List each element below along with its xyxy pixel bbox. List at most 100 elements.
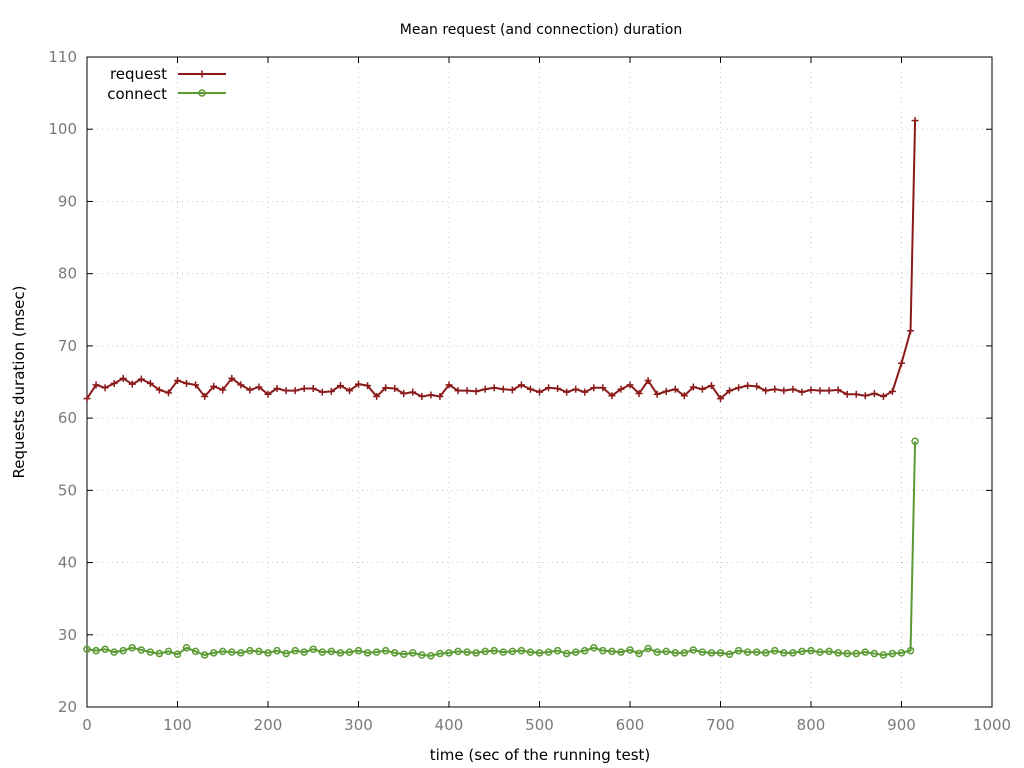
data-point-request [898, 359, 905, 367]
x-tick-label: 1000 [973, 716, 1011, 734]
data-point-connect [635, 649, 643, 658]
legend-label-connect: connect [107, 85, 167, 103]
data-point-connect [273, 646, 281, 655]
data-point-request [137, 375, 145, 383]
y-tick-label: 40 [58, 554, 77, 572]
data-point-request [318, 388, 326, 396]
data-point-request [626, 381, 634, 389]
data-point-connect [182, 644, 191, 652]
data-point-connect [526, 648, 535, 656]
data-point-request [617, 385, 625, 393]
data-point-request [228, 374, 236, 382]
series-line-request [86, 120, 917, 400]
data-point-request [599, 384, 607, 392]
data-point-request [273, 385, 281, 392]
data-point-request [101, 384, 109, 392]
data-point-request [780, 387, 788, 395]
data-point-request [174, 377, 181, 385]
data-point-connect [653, 648, 661, 656]
data-point-request [237, 381, 245, 389]
data-point-request [870, 390, 878, 398]
x-tick-label: 200 [254, 716, 283, 734]
y-tick-label: 50 [58, 481, 77, 499]
data-point-request [119, 374, 127, 382]
data-point-request [201, 392, 209, 400]
data-point-request [255, 383, 263, 391]
data-point-connect [200, 651, 209, 659]
legend-markers [198, 70, 206, 97]
y-tick-label: 60 [58, 409, 77, 427]
data-point-connect [571, 648, 580, 656]
data-point-connect [499, 648, 508, 656]
data-point-connect [246, 646, 254, 655]
data-point-request [155, 386, 163, 394]
data-point-connect [390, 649, 399, 657]
data-point-request [499, 385, 507, 393]
y-tick-label: 90 [58, 192, 77, 210]
data-point-request [644, 377, 652, 385]
x-tick-label: 900 [887, 716, 916, 734]
data-point-request [789, 385, 797, 393]
grid [87, 57, 992, 707]
y-tick-label: 110 [48, 48, 77, 66]
data-point-connect [689, 646, 698, 654]
y-tick-label: 80 [58, 265, 77, 283]
data-point-connect [608, 647, 616, 656]
data-point-request [911, 117, 919, 125]
data-point-request [291, 387, 299, 395]
data-point-connect [897, 649, 906, 657]
data-point-request [517, 381, 525, 389]
data-point-connect [354, 646, 363, 655]
data-point-connect [870, 649, 879, 658]
data-point-connect [852, 649, 860, 658]
data-point-connect [626, 646, 634, 654]
data-point-request [110, 379, 118, 387]
data-point-connect [807, 646, 815, 655]
series-line-connect [86, 441, 917, 657]
y-tick-label: 20 [58, 698, 77, 716]
data-point-request [454, 387, 462, 395]
data-point-connect [816, 648, 824, 656]
x-tick-label: 800 [797, 716, 826, 734]
data-point-connect [381, 646, 390, 655]
x-axis-label: time (sec of the running test) [430, 746, 651, 764]
data-point-request [264, 390, 272, 398]
data-point-request [481, 385, 489, 393]
data-point-connect [789, 649, 797, 657]
data-point-request [183, 379, 191, 387]
data-point-request [545, 384, 553, 392]
data-point-connect [680, 649, 689, 657]
data-point-request [508, 386, 516, 394]
data-point-connect [771, 646, 779, 655]
data-point-request [409, 388, 417, 396]
data-point-request [472, 387, 480, 395]
data-point-request [309, 385, 317, 392]
data-point-connect [463, 648, 471, 656]
data-point-request [382, 384, 390, 392]
data-point-request [146, 379, 154, 387]
data-point-connect [911, 437, 919, 445]
data-point-request [427, 391, 435, 399]
data-point-request [246, 386, 254, 394]
data-point-connect [191, 647, 200, 656]
x-tick-label: 500 [525, 716, 554, 734]
data-point-connect [400, 650, 408, 659]
data-point-connect [436, 649, 444, 658]
data-point-connect [707, 649, 716, 657]
data-point-request [554, 385, 562, 392]
data-point-connect [843, 649, 851, 658]
data-point-connect [644, 644, 652, 653]
legend-marker-request [198, 70, 206, 78]
data-point-connect [780, 649, 788, 657]
data-point-request [852, 390, 860, 398]
y-tick-label: 70 [58, 337, 77, 355]
data-point-request [400, 390, 408, 398]
data-point-connect [906, 646, 915, 655]
data-point-connect [255, 647, 263, 656]
x-tick-label: 100 [163, 716, 192, 734]
data-point-request [807, 386, 815, 394]
data-point-request [83, 395, 91, 403]
data-point-request [735, 384, 743, 392]
series-connect [83, 437, 919, 660]
data-point-connect [363, 649, 372, 657]
